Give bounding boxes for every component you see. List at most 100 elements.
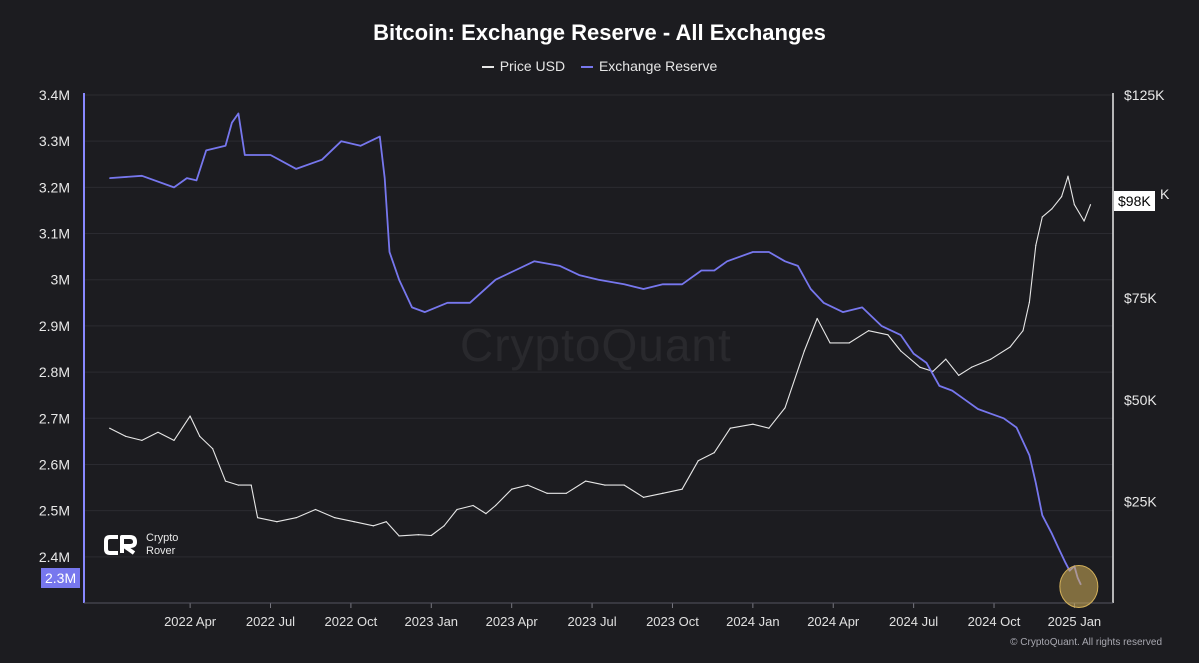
data-point-price bbox=[1041, 216, 1043, 218]
left-tick-label: 3.3M bbox=[39, 133, 70, 149]
data-point-reserve bbox=[559, 265, 561, 267]
data-point-price bbox=[970, 366, 973, 368]
left-tick-label: 2.6M bbox=[39, 456, 70, 472]
data-point-reserve bbox=[700, 269, 703, 272]
data-point-reserve bbox=[411, 306, 413, 309]
data-point-reserve bbox=[925, 362, 928, 364]
data-point-price bbox=[189, 415, 191, 417]
data-point-reserve bbox=[713, 269, 715, 272]
data-point-price bbox=[237, 484, 239, 486]
data-point-price bbox=[157, 431, 159, 433]
left-tick-label: 2.8M bbox=[39, 364, 70, 380]
data-point-price bbox=[141, 439, 143, 442]
data-point-reserve bbox=[662, 283, 664, 285]
data-point-price bbox=[990, 358, 992, 360]
data-point-reserve bbox=[938, 385, 940, 387]
data-point-reserve bbox=[1057, 546, 1059, 549]
data-point-reserve bbox=[446, 302, 448, 304]
data-point-price bbox=[816, 317, 818, 320]
data-point-price bbox=[623, 484, 625, 486]
data-point-reserve bbox=[514, 269, 516, 272]
data-point-reserve bbox=[1028, 454, 1030, 456]
data-point-reserve bbox=[810, 288, 812, 290]
data-point-price bbox=[495, 504, 497, 507]
legend-label-reserve: Exchange Reserve bbox=[598, 58, 718, 74]
x-tick-label: 2025 Jan bbox=[1048, 614, 1102, 629]
data-point-price bbox=[752, 423, 754, 425]
legend-item-reserve[interactable]: Exchange Reserve bbox=[580, 58, 718, 74]
data-point-price bbox=[662, 492, 664, 494]
data-point-price bbox=[1051, 208, 1053, 210]
data-point-price bbox=[1073, 204, 1076, 206]
data-point-price bbox=[1009, 346, 1011, 348]
data-point-price bbox=[125, 435, 127, 437]
data-point-price bbox=[919, 366, 921, 368]
data-point-price bbox=[565, 492, 567, 494]
left-tick-label: 3.4M bbox=[39, 87, 70, 103]
data-point-price bbox=[334, 517, 336, 519]
data-point-price bbox=[173, 439, 175, 442]
data-point-price bbox=[697, 460, 699, 462]
x-tick-label: 2024 Apr bbox=[807, 614, 860, 629]
last-value-tag-suffix: K bbox=[1160, 186, 1170, 202]
data-point-reserve bbox=[398, 279, 400, 281]
data-point-price bbox=[1028, 301, 1030, 303]
data-point-price bbox=[314, 508, 317, 511]
data-point-reserve bbox=[1051, 533, 1053, 535]
data-point-price bbox=[385, 521, 387, 523]
data-point-price bbox=[642, 496, 645, 498]
data-point-reserve bbox=[1035, 482, 1037, 484]
highlight-layer bbox=[1059, 565, 1099, 609]
data-point-reserve bbox=[842, 311, 844, 313]
data-point-reserve bbox=[269, 154, 272, 156]
data-point-price bbox=[212, 447, 214, 450]
data-point-price bbox=[485, 512, 487, 515]
data-point-reserve bbox=[384, 177, 386, 179]
left-tick-label: 2.4M bbox=[39, 549, 70, 565]
x-tick-label: 2022 Oct bbox=[325, 614, 378, 629]
data-point-price bbox=[372, 525, 375, 527]
x-tick-label: 2023 Jul bbox=[567, 614, 616, 629]
data-point-reserve bbox=[1015, 426, 1018, 429]
legend-item-price[interactable]: Price USD bbox=[481, 58, 565, 74]
data-point-reserve bbox=[913, 353, 915, 355]
data-point-reserve bbox=[224, 145, 227, 147]
x-tick-label: 2023 Jan bbox=[405, 614, 459, 629]
legend-swatch-price bbox=[481, 66, 494, 69]
data-point-reserve bbox=[880, 325, 883, 327]
data-point-reserve bbox=[109, 177, 111, 179]
data-point-reserve bbox=[642, 288, 645, 290]
data-point-reserve bbox=[186, 177, 188, 179]
data-point-reserve bbox=[244, 154, 246, 156]
data-point-reserve bbox=[752, 251, 754, 253]
data-point-price bbox=[511, 488, 513, 490]
data-point-reserve bbox=[797, 265, 799, 267]
data-point-reserve bbox=[321, 159, 323, 161]
brand-line-1: Crypto bbox=[146, 532, 179, 544]
highlight-marker bbox=[1059, 565, 1099, 609]
left-tick-label: 2.7M bbox=[39, 410, 70, 426]
data-point-price bbox=[1083, 220, 1085, 222]
tick-labels: 3.4M 3.3M 3.2M 3.1M 3M 2.9M 2.8M 2.7M 2.6M 2.5M 2.… bbox=[39, 87, 1165, 629]
data-point-reserve bbox=[359, 145, 362, 147]
data-point-reserve bbox=[195, 179, 198, 182]
data-point-price bbox=[443, 525, 445, 527]
left-tick-label: 3M bbox=[51, 272, 70, 288]
legend: Price USD Exchange Reserve bbox=[0, 58, 1199, 74]
data-point-price bbox=[768, 427, 770, 429]
data-point-reserve bbox=[469, 302, 471, 304]
data-point-price bbox=[932, 370, 934, 372]
left-tick-label: 2.5M bbox=[39, 503, 70, 519]
data-point-reserve bbox=[1064, 560, 1066, 563]
x-tick-label: 2024 Jan bbox=[726, 614, 780, 629]
data-point-price bbox=[546, 492, 548, 494]
x-tick-label: 2023 Apr bbox=[486, 614, 539, 629]
crypto-rover-logo-icon bbox=[104, 535, 137, 555]
data-point-price bbox=[109, 427, 111, 429]
data-point-reserve bbox=[141, 175, 143, 177]
data-point-price bbox=[1022, 330, 1024, 332]
data-point-price bbox=[417, 534, 420, 536]
data-point-price bbox=[295, 517, 297, 519]
data-point-price bbox=[585, 480, 587, 482]
